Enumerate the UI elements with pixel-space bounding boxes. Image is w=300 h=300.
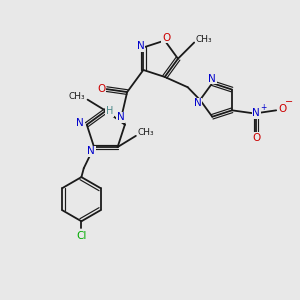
Text: O: O	[278, 104, 286, 114]
Text: N: N	[252, 108, 260, 118]
Text: CH₃: CH₃	[69, 92, 85, 101]
Text: N: N	[87, 146, 95, 157]
Text: N: N	[76, 118, 84, 128]
Text: N: N	[194, 98, 202, 109]
Text: O: O	[97, 84, 105, 94]
Text: N: N	[137, 41, 145, 51]
Text: N: N	[208, 74, 216, 84]
Text: Cl: Cl	[76, 231, 87, 241]
Text: H: H	[106, 106, 113, 116]
Text: −: −	[284, 97, 292, 107]
Text: N: N	[116, 112, 124, 122]
Text: CH₃: CH₃	[195, 35, 212, 44]
Text: O: O	[252, 133, 260, 143]
Text: CH₃: CH₃	[138, 128, 154, 137]
Text: O: O	[162, 33, 170, 43]
Text: +: +	[260, 103, 266, 112]
